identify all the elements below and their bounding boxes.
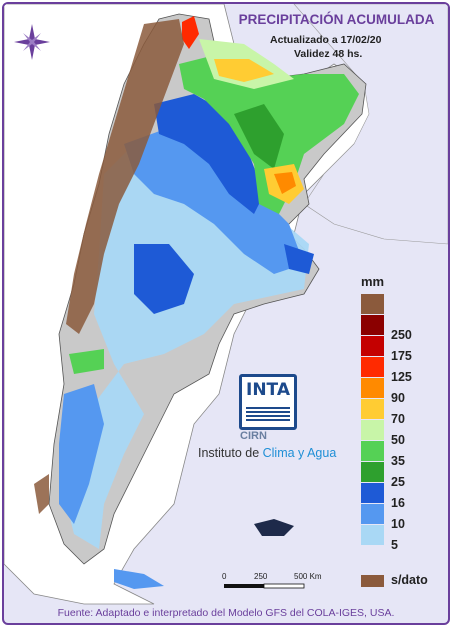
scale-bar <box>224 583 305 589</box>
no-data-swatch <box>361 575 384 587</box>
no-data-south <box>34 474 49 514</box>
map-title: PRECIPITACIÓN ACUMULADA <box>238 12 435 27</box>
legend-row <box>361 294 448 314</box>
no-data-andes <box>66 19 184 334</box>
inta-logo-bars <box>246 407 290 423</box>
legend-row: 35 <box>361 441 448 468</box>
zone-dark-green <box>234 104 284 169</box>
scale-label-0: 0 <box>222 572 227 581</box>
legend-label: 35 <box>391 454 405 468</box>
legend-unit: mm <box>361 274 385 289</box>
legend-row: 250 <box>361 315 448 342</box>
legend-row: 5 <box>361 525 448 552</box>
compass-rose-icon <box>14 24 50 60</box>
legend-swatch <box>361 378 384 398</box>
legend-swatch <box>361 525 384 545</box>
zone-green-south <box>69 349 104 374</box>
legend-label: 10 <box>391 517 405 531</box>
legend-swatch <box>361 483 384 503</box>
legend-swatch <box>361 420 384 440</box>
legend-label: 175 <box>391 349 412 363</box>
zone-mid-blue <box>124 124 304 274</box>
no-data-label: s/dato <box>391 573 428 587</box>
institute-name: Instituto de Clima y Agua <box>198 446 336 460</box>
zone-mid-blue-2 <box>134 244 194 314</box>
legend-swatch <box>361 336 384 356</box>
legend-row: 175 <box>361 336 448 363</box>
zone-yellow <box>214 59 274 82</box>
legend-row: 16 <box>361 483 448 510</box>
malvinas <box>254 519 294 536</box>
legend-label: 25 <box>391 475 405 489</box>
legend-row: 90 <box>361 378 448 405</box>
scale-label-250: 250 <box>254 572 268 581</box>
legend-row: 125 <box>361 357 448 384</box>
legend-label: 16 <box>391 496 405 510</box>
zone-tierra-fuego <box>114 569 164 589</box>
inta-logo: INTA <box>239 374 297 430</box>
legend-label: 5 <box>391 538 398 552</box>
zone-dark-blue-2 <box>284 244 314 274</box>
legend-swatch <box>361 315 384 335</box>
source-note: Fuente: Adaptado e interpretado del Mode… <box>57 607 395 619</box>
zone-dark-blue <box>154 94 264 214</box>
legend-swatch <box>361 462 384 482</box>
legend-row: 50 <box>361 420 448 447</box>
inta-logo-text: INTA <box>246 380 290 400</box>
legend-no-data: s/dato <box>361 573 448 595</box>
legend-label: 125 <box>391 370 412 384</box>
legend-swatch <box>361 357 384 377</box>
legend-swatch <box>361 441 384 461</box>
legend-label: 70 <box>391 412 405 426</box>
legend-row: 10 <box>361 504 448 531</box>
legend-swatch <box>361 294 384 314</box>
institute-highlight: Clima y Agua <box>262 446 337 460</box>
legend-swatch <box>361 399 384 419</box>
update-date: Actualizado a 17/02/20 <box>270 34 382 46</box>
zone-orange <box>274 172 296 194</box>
cirn-logo: CIRN <box>240 430 267 442</box>
institute-prefix: Instituto de <box>198 446 263 460</box>
validity: Validez 48 hs. <box>294 48 363 60</box>
zone-mid-blue-3 <box>59 384 104 524</box>
zone-red <box>182 16 199 49</box>
legend-label: 50 <box>391 433 405 447</box>
scale-label-500: 500 Km <box>294 572 322 581</box>
legend-row: 70 <box>361 399 448 426</box>
legend-row: 25 <box>361 462 448 489</box>
legend-swatch <box>361 504 384 524</box>
legend-label: 90 <box>391 391 405 405</box>
legend-label: 250 <box>391 328 412 342</box>
precipitation-map <box>4 4 448 605</box>
